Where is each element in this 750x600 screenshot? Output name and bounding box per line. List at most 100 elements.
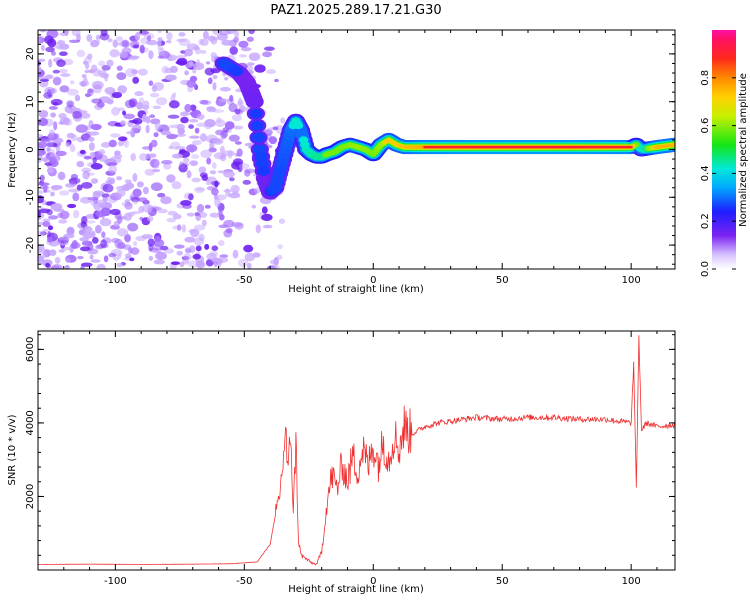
noise-blob bbox=[236, 148, 243, 157]
noise-blob bbox=[55, 138, 64, 143]
noise-blob bbox=[112, 256, 120, 261]
noise-blob bbox=[38, 154, 44, 163]
y-tick-label: 6000 bbox=[25, 337, 36, 362]
noise-blob bbox=[232, 249, 239, 259]
noise-blob bbox=[59, 117, 69, 124]
noise-blob bbox=[124, 99, 136, 109]
noise-blob bbox=[59, 85, 70, 93]
ridge-segment bbox=[252, 132, 265, 143]
noise-blob bbox=[145, 124, 150, 134]
x-tick-label: -50 bbox=[236, 576, 252, 587]
noise-blob bbox=[276, 254, 283, 260]
noise-blob bbox=[176, 250, 183, 256]
noise-blob bbox=[207, 77, 213, 85]
noise-blob bbox=[204, 243, 210, 250]
noise-blob bbox=[200, 38, 209, 46]
noise-blob bbox=[83, 226, 93, 234]
noise-blob bbox=[52, 102, 59, 106]
noise-blob bbox=[173, 244, 185, 249]
noise-blob bbox=[195, 47, 201, 55]
snr-y-label: SNR (10 * v/v) bbox=[7, 414, 18, 485]
noise-blob bbox=[39, 78, 50, 82]
noise-blob bbox=[223, 189, 232, 193]
noise-blob bbox=[262, 51, 273, 58]
noise-blob bbox=[74, 94, 81, 102]
noise-blob bbox=[217, 98, 230, 103]
noise-blob bbox=[174, 146, 186, 150]
noise-blob bbox=[83, 134, 91, 140]
noise-blob bbox=[91, 98, 103, 104]
noise-blob bbox=[235, 141, 242, 145]
noise-blob bbox=[176, 38, 187, 42]
noise-blob bbox=[65, 257, 71, 264]
noise-blob bbox=[71, 30, 81, 37]
noise-blob bbox=[264, 46, 275, 51]
noise-blob bbox=[254, 187, 261, 194]
noise-blob bbox=[58, 113, 67, 119]
noise-blob bbox=[186, 79, 196, 88]
noise-blob bbox=[153, 259, 165, 265]
noise-blob bbox=[132, 118, 143, 125]
noise-blob bbox=[55, 150, 67, 157]
noise-blob bbox=[200, 149, 212, 159]
noise-blob bbox=[242, 179, 251, 185]
noise-blob bbox=[55, 145, 61, 153]
noise-blob bbox=[175, 60, 187, 65]
noise-blob bbox=[50, 191, 55, 197]
noise-blob bbox=[206, 253, 217, 261]
x-tick-label: 50 bbox=[496, 275, 509, 286]
y-tick-label: -10 bbox=[25, 189, 36, 205]
noise-blob bbox=[125, 253, 132, 259]
noise-blob bbox=[86, 172, 96, 176]
noise-blob bbox=[229, 177, 235, 182]
noise-blob bbox=[116, 72, 127, 80]
noise-blob bbox=[207, 35, 216, 42]
noise-blob bbox=[38, 141, 48, 149]
noise-blob bbox=[142, 116, 149, 120]
noise-blob bbox=[102, 183, 114, 193]
noise-blob bbox=[136, 102, 144, 110]
noise-blob bbox=[117, 85, 128, 94]
noise-blob bbox=[266, 69, 276, 75]
noise-blob bbox=[38, 231, 46, 237]
noise-blob bbox=[49, 249, 57, 256]
noise-blob bbox=[91, 80, 104, 90]
noise-blob bbox=[102, 196, 108, 203]
noise-blob bbox=[252, 252, 261, 258]
noise-blob bbox=[59, 32, 68, 37]
noise-blob bbox=[243, 244, 254, 253]
noise-blob bbox=[228, 192, 241, 199]
noise-blob bbox=[43, 92, 53, 99]
noise-blob bbox=[96, 36, 101, 45]
noise-blob bbox=[165, 40, 172, 44]
noise-blob bbox=[232, 158, 244, 167]
noise-blob bbox=[98, 149, 106, 156]
noise-blob bbox=[212, 138, 224, 145]
noise-blob bbox=[134, 32, 141, 41]
noise-blob bbox=[58, 68, 68, 74]
noise-blob bbox=[234, 30, 240, 39]
noise-blob bbox=[67, 88, 79, 96]
noise-blob bbox=[234, 108, 241, 115]
noise-blob bbox=[157, 208, 168, 214]
noise-blob bbox=[204, 204, 211, 209]
noise-blob bbox=[40, 184, 49, 190]
noise-blob bbox=[38, 182, 50, 186]
x-tick-label: -100 bbox=[104, 576, 127, 587]
noise-blob bbox=[189, 104, 197, 111]
noise-blob bbox=[80, 221, 88, 228]
noise-blob bbox=[86, 34, 93, 42]
noise-blob bbox=[160, 130, 172, 136]
noise-blob bbox=[116, 176, 123, 181]
x-tick-label: -100 bbox=[104, 275, 127, 286]
noise-blob bbox=[39, 30, 47, 33]
noise-blob bbox=[212, 109, 225, 113]
noise-blob bbox=[50, 265, 61, 269]
noise-blob bbox=[229, 46, 238, 55]
noise-blob bbox=[142, 186, 149, 195]
noise-blob bbox=[227, 150, 233, 159]
noise-blob bbox=[72, 192, 80, 202]
noise-blob bbox=[228, 103, 238, 113]
noise-blob bbox=[261, 206, 268, 214]
noise-blob bbox=[188, 193, 194, 201]
